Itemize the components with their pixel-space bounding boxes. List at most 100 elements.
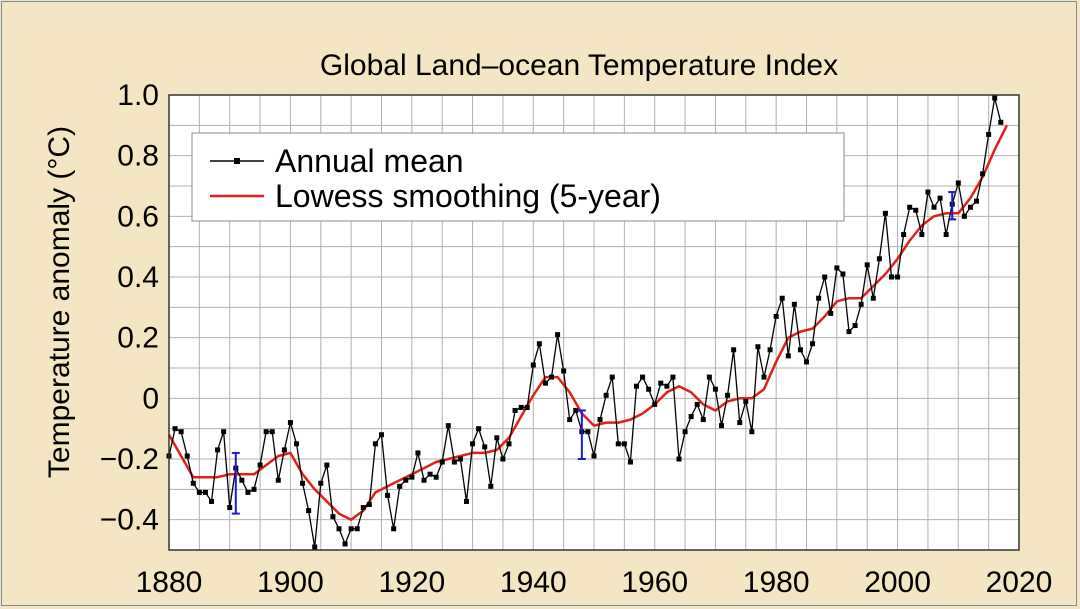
annual-point — [992, 95, 998, 101]
x-tick-label: 2000 — [864, 566, 931, 599]
annual-point — [488, 483, 494, 489]
annual-point — [306, 508, 312, 514]
tick-labels: 1880 1900 1920 1940 1960 1980 2000 2020 −0.4 −0.2… — [100, 79, 1053, 599]
annual-point — [998, 119, 1004, 125]
annual-point — [597, 417, 603, 423]
annual-point — [804, 359, 809, 365]
annual-point — [779, 295, 785, 301]
annual-point — [731, 347, 737, 353]
annual-point — [719, 423, 724, 429]
annual-point — [864, 262, 870, 268]
x-tick-label: 1920 — [378, 566, 445, 599]
annual-point — [336, 526, 342, 532]
annual-point — [634, 383, 639, 389]
annual-point — [561, 368, 567, 374]
annual-point — [549, 374, 554, 380]
annual-point — [670, 374, 676, 380]
x-tick-label: 2020 — [986, 566, 1053, 599]
annual-point — [876, 256, 882, 262]
annual-point — [907, 204, 913, 210]
annual-point — [421, 477, 427, 483]
y-tick-label: 0.2 — [117, 322, 159, 355]
annual-point — [937, 195, 943, 201]
annual-point — [372, 441, 378, 447]
y-tick-label: 0 — [142, 382, 159, 415]
annual-point — [931, 204, 937, 210]
annual-point — [846, 329, 852, 335]
annual-point — [986, 131, 992, 137]
annual-point — [646, 386, 652, 392]
annual-point — [737, 420, 743, 426]
legend-annual-marker — [234, 158, 240, 164]
annual-point — [330, 514, 336, 520]
error-bar — [948, 191, 957, 221]
annual-point — [366, 502, 372, 507]
smooth-line — [167, 124, 1009, 521]
annual-point — [919, 232, 925, 238]
annual-point — [955, 180, 961, 186]
x-tick-label: 1880 — [136, 566, 203, 599]
annual-point — [852, 323, 858, 329]
annual-point — [385, 492, 391, 498]
y-axis-title: Temperature anomaly (°C) — [43, 126, 76, 478]
annual-point — [725, 392, 731, 398]
annual-point — [202, 489, 208, 495]
annual-point — [348, 526, 354, 532]
annual-point — [530, 362, 536, 368]
annual-line — [168, 97, 1002, 548]
annual-point — [773, 313, 779, 319]
annual-point — [585, 429, 591, 435]
annual-point — [664, 383, 670, 389]
annual-point — [640, 374, 646, 380]
annual-point — [652, 401, 658, 407]
annual-point — [409, 474, 415, 480]
annual-point — [281, 447, 287, 453]
annual-point — [245, 489, 251, 495]
annual-point — [269, 429, 275, 435]
annual-point — [840, 271, 846, 277]
error-bar — [231, 451, 240, 515]
annual-point — [700, 417, 706, 423]
annual-point — [506, 441, 512, 447]
annual-point — [706, 374, 712, 380]
annual-point — [178, 429, 184, 435]
annual-point — [294, 441, 299, 447]
annual-point — [324, 462, 330, 468]
annual-point — [172, 426, 178, 432]
annual-point — [621, 441, 627, 447]
legend-box — [191, 132, 845, 222]
chart-title: Global Land–ocean Temperature Index — [320, 49, 838, 82]
annual-point — [567, 417, 573, 423]
annual-point — [391, 526, 397, 532]
annual-point — [791, 301, 797, 307]
annual-point — [761, 374, 767, 380]
annual-point — [895, 274, 901, 280]
x-tick-label: 1980 — [743, 566, 810, 599]
annual-point — [342, 541, 348, 547]
annual-point — [470, 441, 476, 447]
plot-border — [168, 94, 1020, 551]
annual-point — [239, 477, 245, 483]
y-tick-label: 0.6 — [117, 200, 159, 233]
annual-point — [354, 526, 360, 532]
annual-point — [591, 453, 597, 459]
annual-point — [263, 429, 269, 435]
annual-point — [227, 505, 233, 511]
annual-point — [694, 401, 700, 407]
annual-point — [682, 429, 688, 435]
smooth-series — [167, 124, 1009, 521]
annual-point — [974, 198, 979, 204]
annual-point — [676, 456, 682, 462]
annual-point — [767, 347, 773, 353]
y-tick-label: 0.4 — [117, 261, 159, 294]
annual-point — [870, 295, 876, 301]
annual-point — [403, 477, 409, 483]
annual-point — [524, 404, 530, 410]
annual-point — [215, 447, 221, 453]
annual-point — [415, 450, 421, 456]
annual-point — [209, 498, 214, 504]
annual-point — [603, 392, 609, 398]
annual-point — [810, 341, 816, 347]
annual-point — [251, 486, 257, 492]
annual-point — [464, 498, 469, 504]
